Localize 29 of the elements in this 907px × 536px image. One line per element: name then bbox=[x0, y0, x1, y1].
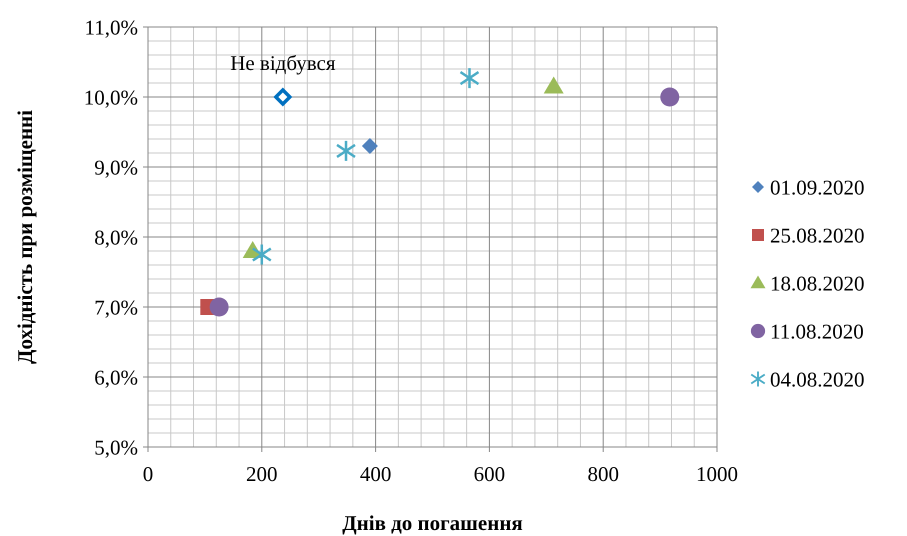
legend-label: 04.08.2020 bbox=[770, 367, 864, 392]
x-axis-title: Днів до погашення bbox=[342, 511, 523, 535]
y-tick-label: 6,0% bbox=[94, 365, 138, 390]
x-tick-label: 800 bbox=[587, 462, 619, 486]
y-axis-title: Дохідність при розміщенні bbox=[13, 110, 37, 364]
y-tick-label: 9,0% bbox=[94, 155, 138, 180]
point bbox=[459, 66, 480, 90]
y-tick-label: 5,0% bbox=[94, 435, 138, 460]
x-tick-label: 1000 bbox=[696, 462, 738, 486]
point bbox=[660, 88, 680, 106]
point bbox=[544, 76, 564, 94]
point bbox=[210, 298, 229, 316]
point bbox=[252, 243, 272, 266]
y-tick-label: 10,0% bbox=[84, 85, 138, 110]
x-tick-label: 400 bbox=[360, 462, 392, 486]
point bbox=[274, 88, 292, 106]
x-tick-label: 0 bbox=[142, 462, 154, 486]
point bbox=[362, 138, 378, 154]
x-tick-label: 200 bbox=[246, 462, 278, 486]
legend-label: 11.08.2020 bbox=[770, 319, 864, 344]
legend-label: 18.08.2020 bbox=[770, 271, 864, 296]
y-tick-label: 7,0% bbox=[94, 295, 138, 320]
point bbox=[336, 140, 356, 162]
y-tick-label: 11,0% bbox=[84, 15, 138, 40]
annotation: Не відбувся bbox=[230, 51, 336, 75]
x-tick-label: 600 bbox=[474, 462, 506, 486]
legend-label: 01.09.2020 bbox=[770, 175, 864, 200]
legend-label: 25.08.2020 bbox=[770, 223, 864, 248]
y-tick-label: 8,0% bbox=[94, 225, 138, 250]
